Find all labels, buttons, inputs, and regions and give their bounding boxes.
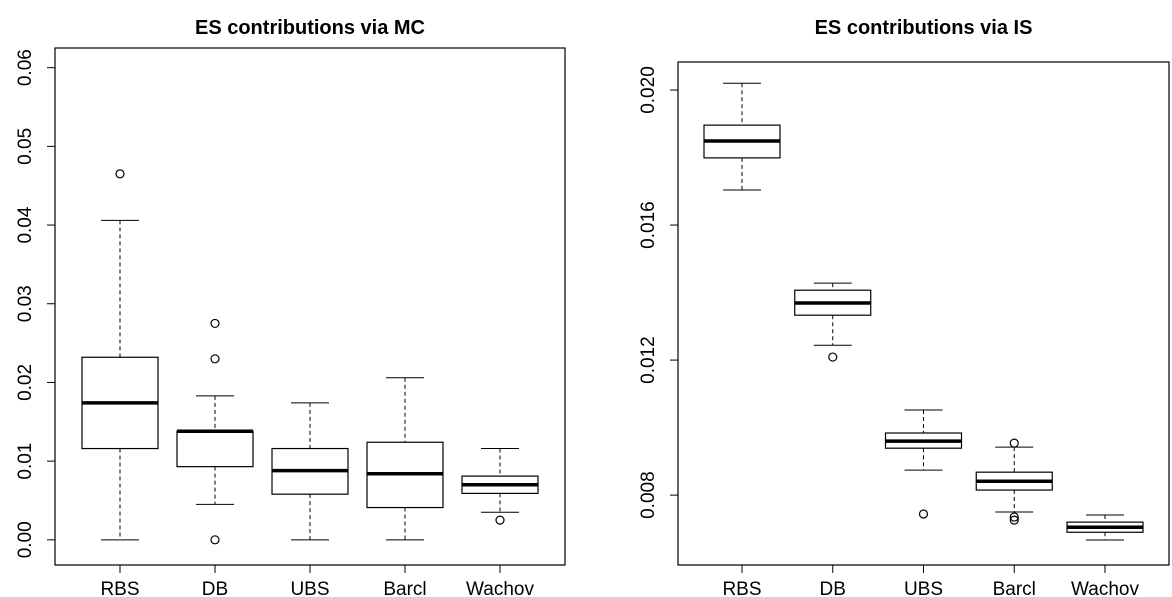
chart-title: ES contributions via MC [195,17,425,39]
y-tick-label: 0.03 [15,285,36,322]
outlier [210,318,220,329]
x-tick-label: RBS [100,579,139,597]
box [176,430,254,468]
y-tick-label: 0.00 [15,521,36,558]
x-tick-label: RBS [722,579,761,597]
y-tick-label: 0.020 [638,66,659,114]
outlier [210,535,220,545]
x-tick-label: UBS [904,579,943,597]
y-tick-label: 0.05 [15,128,36,165]
y-tick-label: 0.016 [638,201,659,249]
outlier [115,169,125,179]
x-tick-label: Wachov [1071,579,1139,597]
outlier [1009,438,1019,448]
outlier [210,354,220,364]
outlier [1009,515,1019,525]
y-tick-label: 0.02 [15,364,36,401]
y-tick-label: 0.06 [15,49,36,86]
outlier [1009,512,1019,522]
x-tick-label: UBS [290,579,329,597]
y-tick-label: 0.012 [638,336,659,384]
x-tick-label: Wachov [466,579,534,597]
y-tick-label: 0.04 [15,206,36,243]
chart-title: ES contributions via IS [815,17,1033,39]
x-tick-label: Barcl [383,579,426,597]
x-tick-label: Barcl [993,579,1036,597]
outlier [828,352,838,362]
y-tick-label: 0.01 [15,443,36,480]
y-tick-label: 0.008 [638,471,659,519]
outlier [495,515,505,525]
x-tick-label: DB [820,579,846,597]
outlier [918,509,929,519]
x-tick-label: DB [202,579,228,597]
